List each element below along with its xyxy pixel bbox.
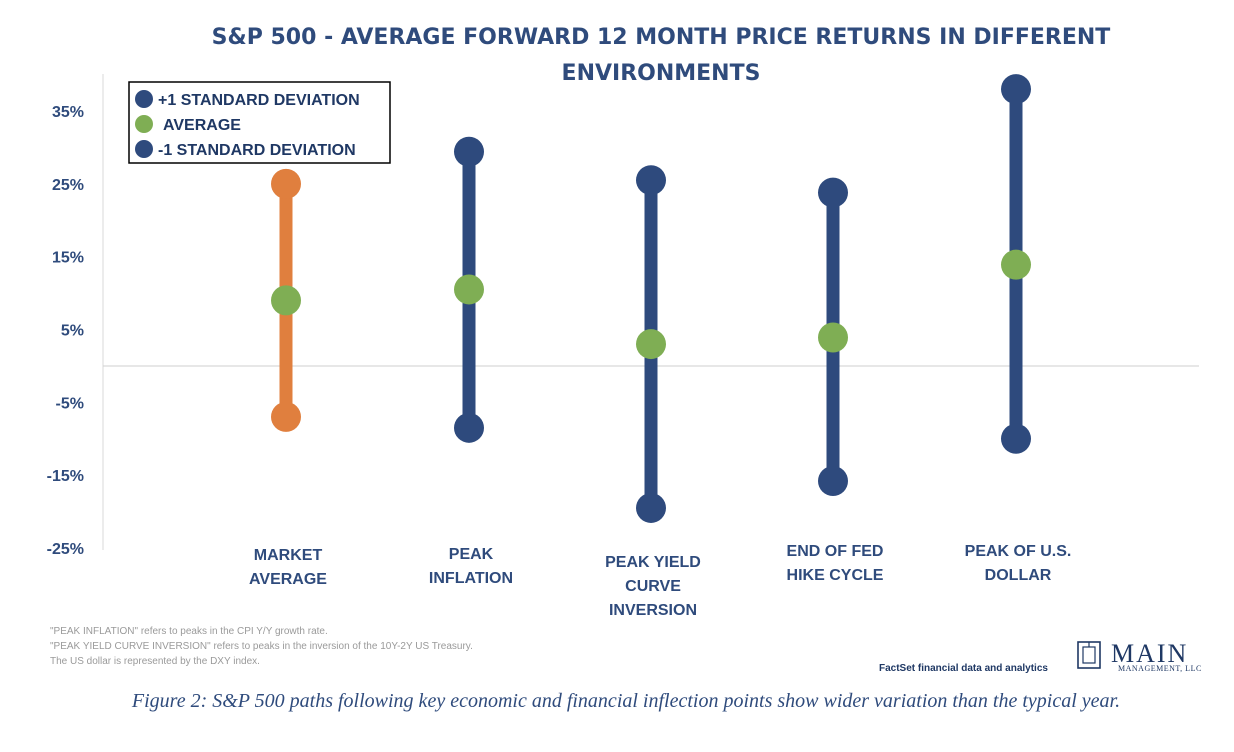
legend-marker-icon (135, 115, 153, 133)
range-mark (1001, 74, 1031, 454)
chart-title-line: ENVIRONMENTS (562, 61, 761, 86)
range-mark (271, 168, 301, 432)
y-tick-label: 15% (52, 250, 84, 267)
main-management-logo: MAIN MANAGEMENT, LLC (1077, 639, 1202, 673)
y-tick-label: -15% (47, 468, 84, 485)
average-point (818, 322, 848, 353)
category-label: HIKE CYCLE (787, 567, 884, 584)
category-label: INFLATION (429, 570, 513, 587)
logo-sub-text: MANAGEMENT, LLC (1118, 664, 1202, 673)
average-point (636, 329, 666, 360)
footnote-line: The US dollar is represented by the DXY … (50, 656, 260, 667)
range-mark (818, 177, 848, 496)
y-tick-label: 35% (52, 104, 84, 121)
y-tick-label: 5% (61, 323, 84, 340)
range-series (271, 74, 1031, 523)
minus-1sd-point (636, 492, 666, 523)
plus-1sd-point (1001, 74, 1031, 105)
figure-caption: Figure 2: S&P 500 paths following key ec… (131, 690, 1120, 712)
category-label: CURVE (625, 578, 681, 595)
legend-box (128, 81, 391, 164)
range-mark (636, 165, 666, 523)
average-point (1001, 249, 1031, 280)
minus-1sd-point (454, 412, 484, 443)
footnote-line: "PEAK INFLATION" refers to peaks in the … (50, 626, 328, 637)
logo-main-text: MAIN (1111, 639, 1188, 668)
y-tick-label: 25% (52, 177, 84, 194)
category-labels: MARKET AVERAGE PEAK INFLATION PEAK YIELD CURV… (249, 543, 1071, 619)
category-label: AVERAGE (249, 571, 327, 588)
category-label: PEAK OF U.S. (965, 543, 1072, 560)
y-tick-label: -5% (56, 395, 84, 412)
category-label: PEAK YIELD (605, 554, 701, 571)
logo-mark-icon (1077, 641, 1101, 669)
chart-title-line: S&P 500 - AVERAGE FORWARD 12 MONTH PRICE… (212, 25, 1111, 50)
category-label: END OF FED (787, 543, 884, 560)
legend-marker-icon (135, 140, 153, 158)
chart-title: S&P 500 - AVERAGE FORWARD 12 MONTH PRICE… (212, 25, 1111, 86)
minus-1sd-point (818, 465, 848, 496)
legend-label: -1 STANDARD DEVIATION (158, 142, 356, 159)
category-label: DOLLAR (985, 567, 1052, 584)
legend: +1 STANDARD DEVIATION AVERAGE -1 STANDARD … (128, 81, 391, 164)
plus-1sd-point (636, 165, 666, 196)
category-label: PEAK (449, 546, 494, 563)
legend-label: +1 STANDARD DEVIATION (158, 92, 360, 109)
minus-1sd-point (271, 401, 301, 432)
footnotes: "PEAK INFLATION" refers to peaks in the … (50, 626, 473, 667)
plus-1sd-point (818, 177, 848, 208)
average-point (271, 285, 301, 316)
plus-1sd-point (271, 168, 301, 199)
category-label: MARKET (254, 547, 323, 564)
footnote-line: "PEAK YIELD CURVE INVERSION" refers to p… (50, 641, 473, 652)
range-mark (454, 136, 484, 443)
category-label: INVERSION (609, 602, 697, 619)
average-point (454, 274, 484, 305)
minus-1sd-point (1001, 423, 1031, 454)
legend-label: AVERAGE (163, 117, 241, 134)
y-tick-label: -25% (47, 541, 84, 558)
plus-1sd-point (454, 136, 484, 167)
source-credit: FactSet financial data and analytics (879, 663, 1048, 674)
legend-marker-icon (135, 90, 153, 108)
